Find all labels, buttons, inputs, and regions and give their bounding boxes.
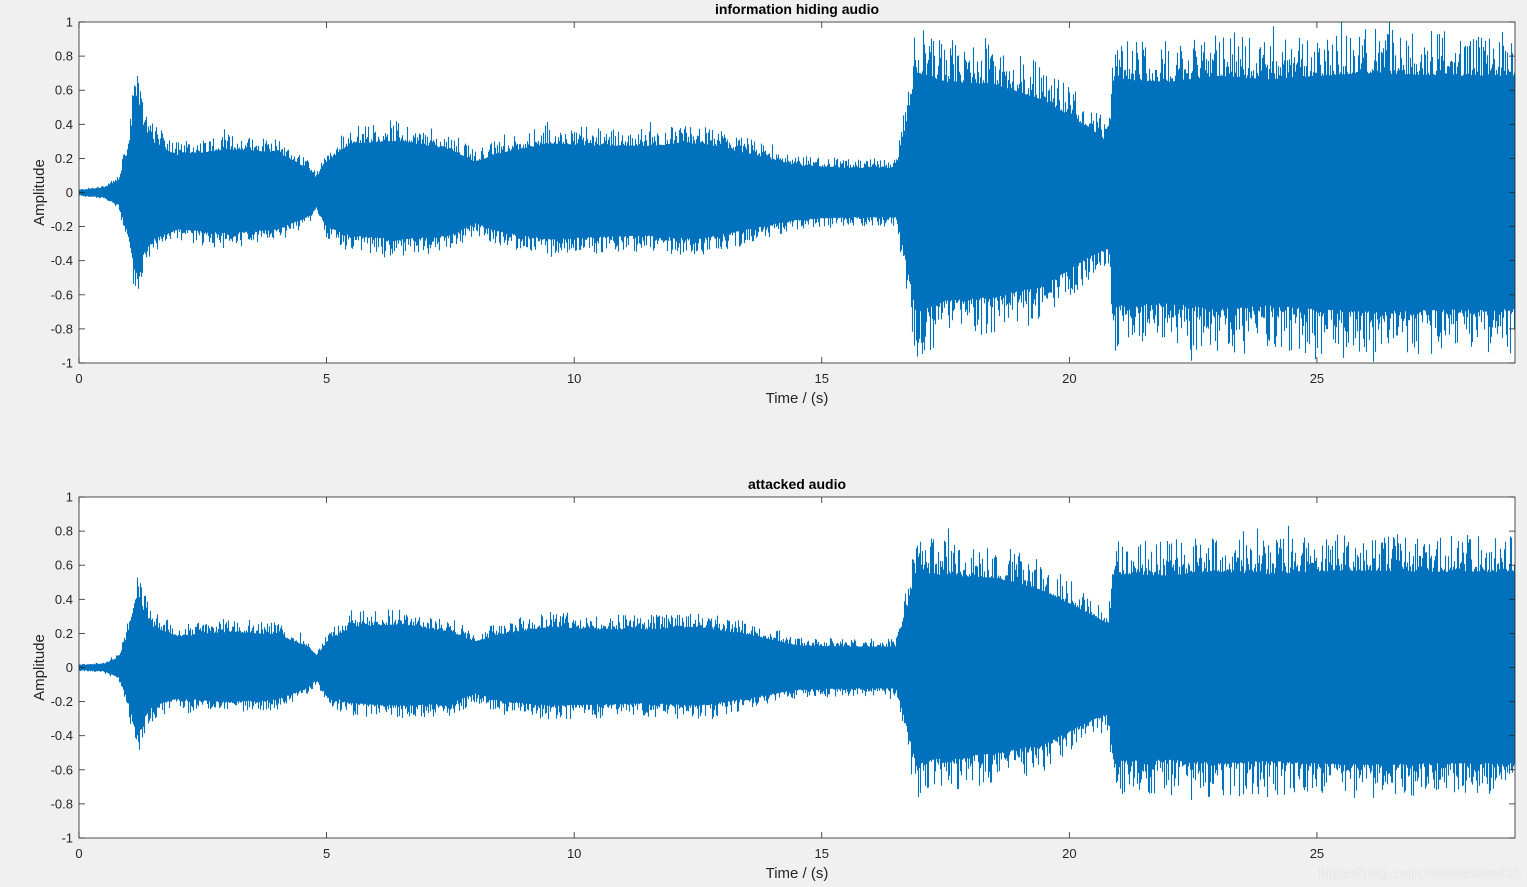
x-tick-label: 15: [815, 846, 829, 861]
y-tick-label: 0.8: [55, 49, 73, 64]
x-tick-label: 25: [1310, 846, 1324, 861]
chart-title: information hiding audio: [715, 1, 879, 17]
y-tick-label: 0.4: [55, 592, 73, 607]
axes-1: 0 5 10 15 20 25 -1 -0.8 -0.6 -0.4 -0.2 0 0.2 0.4 0.6 0.…: [31, 1, 1516, 407]
x-axis-label: Time / (s): [766, 865, 829, 882]
x-tick-label: 0: [75, 371, 82, 386]
x-tick-label: 0: [75, 846, 82, 861]
y-tick-label: 0.6: [55, 558, 73, 573]
y-tick-label: -0.4: [51, 253, 73, 268]
axes-2: 0 5 10 15 20 25 -1 -0.8 -0.6 -0.4 -0.2 0 0.2 0.4 0.6 0.…: [31, 476, 1516, 882]
y-tick-label: -0.8: [51, 321, 73, 336]
x-axis-label: Time / (s): [766, 390, 829, 407]
y-tick-label: 1: [66, 490, 73, 505]
x-tick-label: 5: [323, 371, 330, 386]
x-tick-label: 10: [567, 846, 581, 861]
chart-title: attacked audio: [748, 476, 846, 492]
y-tick-label: 0.4: [55, 117, 73, 132]
y-tick-label: 0.8: [55, 524, 73, 539]
x-tick-label: 20: [1062, 846, 1076, 861]
y-tick-label: -0.2: [51, 219, 73, 234]
y-tick-label: 0.2: [55, 626, 73, 641]
x-tick-label: 10: [567, 371, 581, 386]
watermark-text: https://blog.csdn.net/mahoon411: [1318, 865, 1521, 881]
x-tick-label: 15: [815, 371, 829, 386]
y-tick-label: 0: [66, 660, 73, 675]
y-axis-label: Amplitude: [31, 159, 48, 226]
x-tick-label: 20: [1062, 371, 1076, 386]
y-tick-label: 0.6: [55, 83, 73, 98]
y-tick-label: -1: [61, 831, 73, 846]
y-tick-label: -0.8: [51, 796, 73, 811]
y-tick-label: -0.2: [51, 694, 73, 709]
y-tick-label: -0.6: [51, 287, 73, 302]
x-tick-label: 25: [1310, 371, 1324, 386]
y-tick-label: 0: [66, 185, 73, 200]
y-tick-label: 0.2: [55, 151, 73, 166]
y-tick-label: 1: [66, 15, 73, 30]
y-tick-label: -0.6: [51, 762, 73, 777]
x-tick-label: 5: [323, 846, 330, 861]
y-axis-label: Amplitude: [31, 634, 48, 701]
y-tick-label: -1: [61, 356, 73, 371]
y-tick-label: -0.4: [51, 728, 73, 743]
